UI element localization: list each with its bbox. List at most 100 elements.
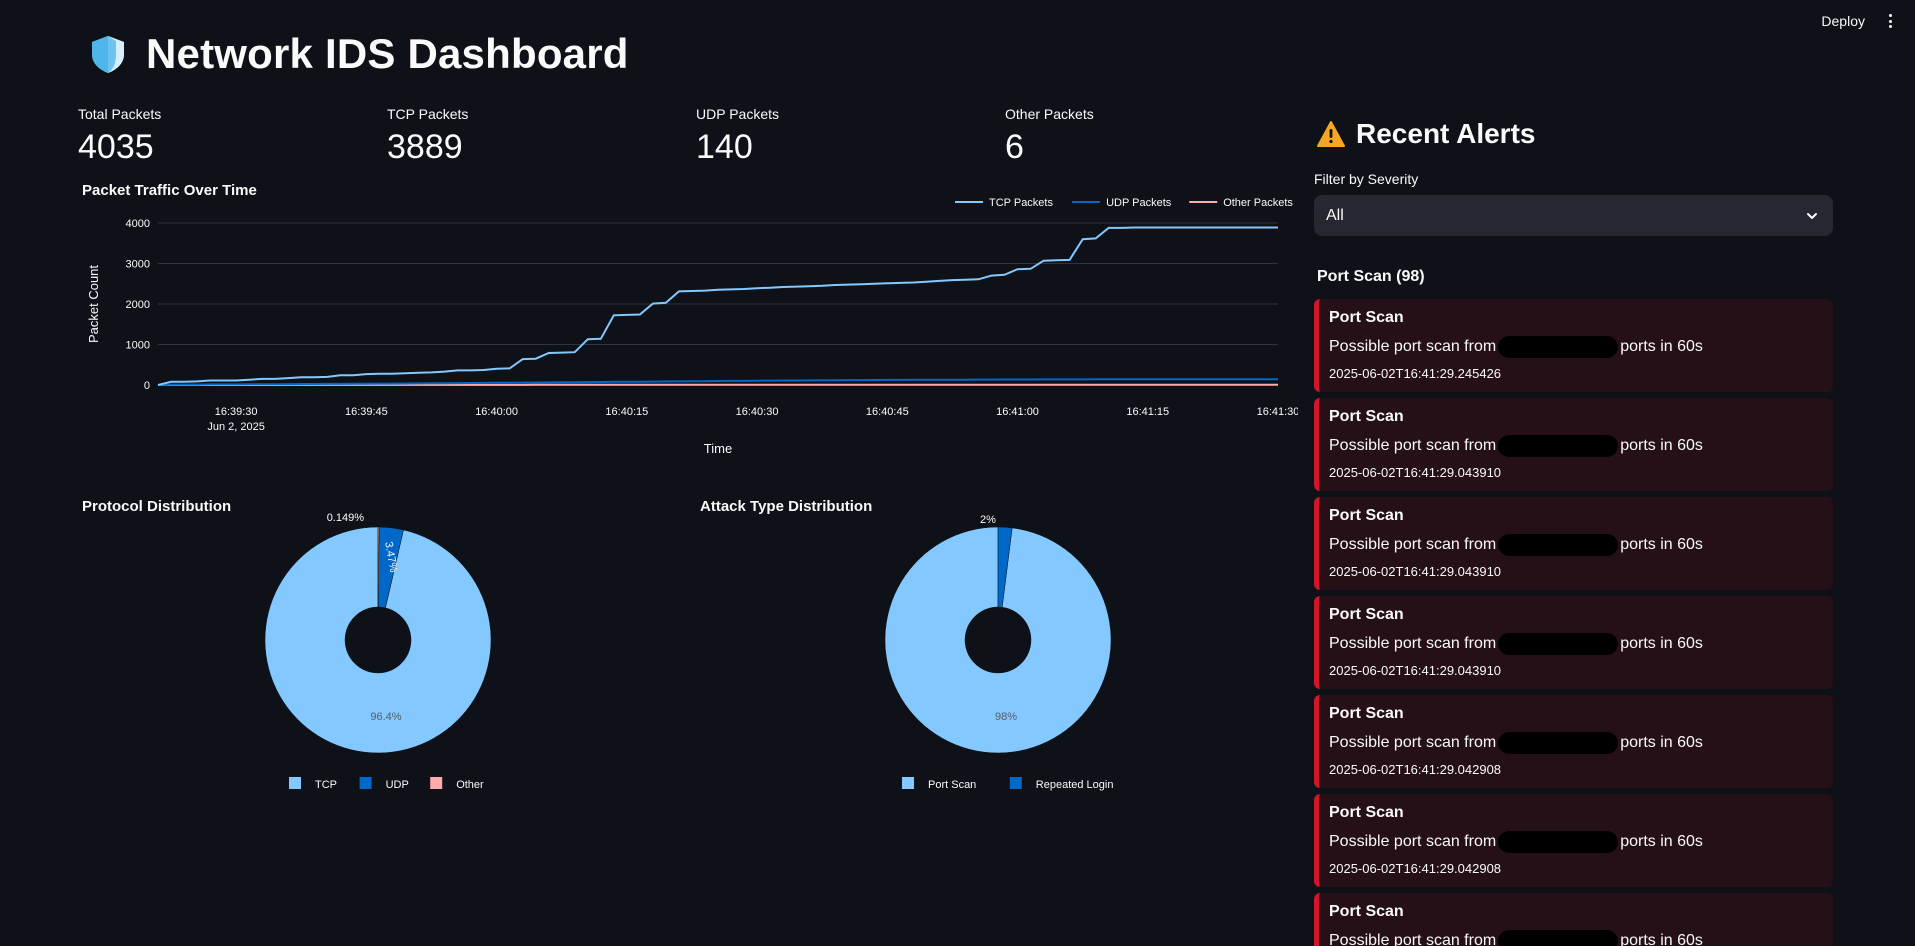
alert-desc-suffix: ports in 60s [1620, 536, 1703, 553]
protocol-chart-title: Protocol Distribution [82, 498, 232, 515]
pie-slice-other[interactable] [377, 526, 380, 608]
alert-description: Possible port scan from ports in 60s [1329, 930, 1823, 946]
legend-label[interactable]: UDP Packets [1106, 197, 1172, 209]
legend-swatch [359, 777, 372, 789]
alert-description: Possible port scan from ports in 60s [1329, 336, 1823, 358]
alert-desc-prefix: Possible port scan from [1329, 635, 1497, 652]
x-tick-label: 16:40:30 [736, 406, 779, 418]
legend-label[interactable]: TCP Packets [989, 197, 1053, 209]
alert-timestamp: 2025-06-02T16:41:29.245426 [1329, 366, 1502, 381]
pie-slice-repeated-login[interactable] [997, 526, 1013, 608]
legend-label[interactable]: Other [456, 779, 484, 791]
alert-timestamp: 2025-06-02T16:41:29.042908 [1329, 861, 1502, 876]
metrics-row: Total Packets 4035 TCP Packets 3889 UDP … [78, 106, 1318, 167]
redacted-ip [1498, 831, 1619, 853]
series-line-tcp-packets[interactable] [157, 226, 1278, 386]
y-tick-label: 2000 [126, 299, 150, 311]
deploy-button[interactable]: Deploy [1821, 13, 1865, 29]
redacted-ip [1498, 930, 1619, 946]
attack-pie-chart[interactable]: 98% 2% Port Scan Repeated Login [858, 510, 1158, 800]
legend-swatch [902, 777, 914, 789]
legend-label[interactable]: Repeated Login [1036, 779, 1114, 791]
x-tick-label: 16:41:30 [1257, 406, 1298, 418]
x-tick-label: 16:41:15 [1126, 406, 1169, 418]
alert-desc-suffix: ports in 60s [1620, 932, 1703, 946]
x-tick-label: 16:40:45 [866, 406, 909, 418]
traffic-line-chart[interactable]: 0 1000 2000 3000 4000 16:39:30 Jun 2, 2025 16:3… [78, 186, 1298, 466]
alert-title: Port Scan [1329, 606, 1404, 623]
alert-title: Port Scan [1329, 705, 1404, 722]
warning-icon [1317, 121, 1345, 147]
traffic-chart-title: Packet Traffic Over Time [82, 182, 257, 199]
legend-swatch [1009, 777, 1022, 789]
alert-card: Port Scan Possible port scan from ports i… [1314, 596, 1833, 689]
metric-label: TCP Packets [387, 106, 469, 122]
alert-card: Port Scan Possible port scan from ports i… [1314, 497, 1833, 590]
x-tick-label: 16:39:45 [345, 406, 388, 418]
metric-label: Total Packets [78, 106, 162, 122]
x-tick-label: 16:40:15 [605, 406, 648, 418]
redacted-ip [1498, 732, 1619, 754]
alert-desc-suffix: ports in 60s [1620, 635, 1703, 652]
metric-total-packets: Total Packets 4035 [78, 106, 387, 167]
legend-label[interactable]: TCP [315, 779, 337, 791]
metric-value: 6 [1005, 128, 1024, 166]
alert-title: Port Scan [1329, 903, 1404, 920]
metric-label: Other Packets [1005, 106, 1094, 122]
alerts-title: Recent Alerts [1356, 118, 1536, 149]
alert-desc-prefix: Possible port scan from [1329, 338, 1497, 355]
alert-timestamp: 2025-06-02T16:41:29.042908 [1329, 762, 1502, 777]
y-tick-label: 1000 [126, 340, 150, 352]
alert-card: Port Scan Possible port scan from ports i… [1314, 794, 1833, 887]
pie-slice-tcp[interactable] [264, 526, 492, 754]
legend-swatch [430, 777, 443, 789]
pie-value-label: 98% [995, 711, 1017, 723]
legend-label[interactable]: Other Packets [1223, 197, 1293, 209]
pie-slice-port-scan[interactable] [884, 526, 1112, 754]
alert-timestamp: 2025-06-02T16:41:29.043910 [1329, 564, 1502, 579]
y-tick-label: 4000 [126, 218, 150, 230]
legend-label[interactable]: Port Scan [928, 779, 976, 791]
severity-filter-label: Filter by Severity [1314, 171, 1419, 187]
metric-value: 140 [696, 128, 753, 166]
alert-description: Possible port scan from ports in 60s [1329, 435, 1823, 457]
redacted-ip [1498, 336, 1619, 358]
alert-timestamp: 2025-06-02T16:41:29.043910 [1329, 663, 1502, 678]
alerts-header: Recent Alerts [1316, 118, 1535, 150]
x-tick-label: 16:41:00 [996, 406, 1039, 418]
main-menu-icon[interactable] [1883, 12, 1897, 30]
x-tick-sublabel: Jun 2, 2025 [207, 421, 264, 433]
x-tick-label: 16:40:00 [475, 406, 518, 418]
y-tick-label: 3000 [126, 259, 150, 271]
alert-card: Port Scan Possible port scan from ports i… [1314, 398, 1833, 491]
x-axis-label: Time [704, 441, 732, 456]
legend-swatch [289, 777, 301, 789]
alert-description: Possible port scan from ports in 60s [1329, 732, 1823, 754]
y-axis-label: Packet Count [86, 265, 101, 343]
series-line-udp-packets[interactable] [157, 378, 1278, 386]
alert-title: Port Scan [1329, 507, 1404, 524]
page-title: Network IDS Dashboard [146, 30, 629, 77]
metric-value: 4035 [78, 128, 154, 166]
alert-title: Port Scan [1329, 408, 1404, 425]
metric-other-packets: Other Packets 6 [1005, 106, 1314, 167]
alert-desc-prefix: Possible port scan from [1329, 437, 1497, 454]
chevron-down-icon [1807, 212, 1817, 219]
alert-desc-suffix: ports in 60s [1620, 734, 1703, 751]
severity-filter-select[interactable]: All [1314, 195, 1833, 236]
alert-card: Port Scan Possible port scan from ports i… [1314, 695, 1833, 788]
top-toolbar: Deploy [1821, 0, 1915, 42]
alert-description: Possible port scan from ports in 60s [1329, 831, 1823, 853]
pie-value-label: 3.47% [382, 541, 399, 574]
pie-value-label: 96.4% [370, 711, 401, 723]
metric-tcp-packets: TCP Packets 3889 [387, 106, 696, 167]
redacted-ip [1498, 435, 1619, 457]
shield-icon [92, 36, 124, 73]
metric-label: UDP Packets [696, 106, 779, 122]
protocol-pie-chart[interactable]: 96.4% 3.47% 0.149% TCP UDP Other [240, 510, 520, 800]
alert-desc-prefix: Possible port scan from [1329, 833, 1497, 850]
page-header: Network IDS Dashboard [88, 30, 629, 78]
y-tick-label: 0 [144, 380, 150, 392]
legend-label[interactable]: UDP [386, 779, 409, 791]
alert-group-title: Port Scan (98) [1317, 268, 1425, 285]
